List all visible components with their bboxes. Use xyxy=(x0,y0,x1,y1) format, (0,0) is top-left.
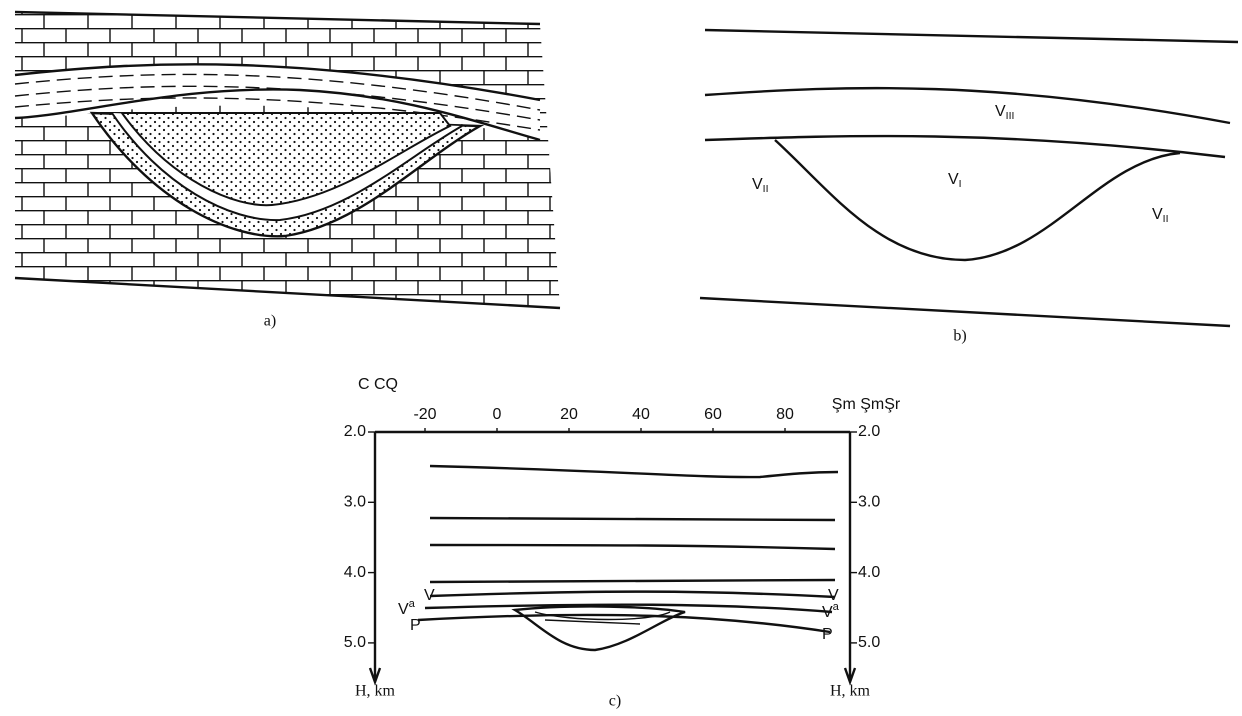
axis-label: H, km xyxy=(355,683,396,700)
layer-label: P xyxy=(822,626,833,643)
y-tick-label: 3.0 xyxy=(858,494,880,511)
horizon xyxy=(704,86,1231,125)
x-tick-label: -20 xyxy=(413,406,436,423)
layer-label: V xyxy=(828,587,839,604)
horizon-v xyxy=(429,590,836,599)
horizon-p xyxy=(417,613,831,634)
panel-a: a) xyxy=(14,10,561,330)
body-inner xyxy=(534,611,671,625)
y-tick-label: 5.0 xyxy=(858,634,880,651)
layer-line xyxy=(14,10,541,26)
panel-c: c) C CQ Şm ŞmŞr H, km H, km xyxy=(355,376,901,709)
shale-dashes xyxy=(14,73,541,131)
y-tick-label: 4.0 xyxy=(858,564,880,581)
horizon xyxy=(429,578,836,584)
panel-b: b) xyxy=(699,28,1239,345)
caption: c) xyxy=(609,693,621,710)
x-tick-label: 20 xyxy=(560,406,578,423)
horizon xyxy=(699,296,1231,328)
layer-line xyxy=(14,88,541,142)
y-tick-label: 2.0 xyxy=(344,423,366,440)
horizon xyxy=(704,134,1226,159)
right-header: Şm ŞmŞr xyxy=(832,396,901,413)
y-tick-label: 2.0 xyxy=(858,423,880,440)
layer-line xyxy=(14,63,541,102)
layer-line xyxy=(14,276,561,310)
layer-label: VII xyxy=(1152,206,1168,225)
layer-label: Va xyxy=(398,598,416,618)
layer-label: P xyxy=(410,617,421,634)
x-tick-label: 80 xyxy=(776,406,794,423)
horizon xyxy=(429,543,836,551)
layer-label: V xyxy=(424,587,435,604)
y-tick-label: 3.0 xyxy=(344,494,366,511)
x-tick-label: 40 xyxy=(632,406,650,423)
layer-label: VII xyxy=(752,176,768,195)
axis-label: H, km xyxy=(830,683,871,700)
y-axis-right xyxy=(843,432,857,686)
left-header: C CQ xyxy=(358,376,398,393)
layer-label: Va xyxy=(822,601,840,621)
caption: b) xyxy=(953,328,966,345)
shale-band xyxy=(15,64,540,140)
horizon xyxy=(429,464,839,479)
lens-inner xyxy=(120,112,452,207)
horizon xyxy=(704,28,1239,44)
x-tick-label: 60 xyxy=(704,406,722,423)
layer-label: VI xyxy=(948,171,962,190)
horizon xyxy=(429,516,836,522)
body-outline xyxy=(511,605,686,652)
caption: a) xyxy=(264,313,276,330)
y-tick-label: 5.0 xyxy=(344,634,366,651)
horizon-va xyxy=(424,603,833,614)
layer-label: VIII xyxy=(995,103,1014,122)
x-tick-label: 0 xyxy=(493,406,502,423)
y-tick-label: 4.0 xyxy=(344,564,366,581)
body-outline xyxy=(774,139,1181,262)
y-axis-left xyxy=(368,432,382,686)
